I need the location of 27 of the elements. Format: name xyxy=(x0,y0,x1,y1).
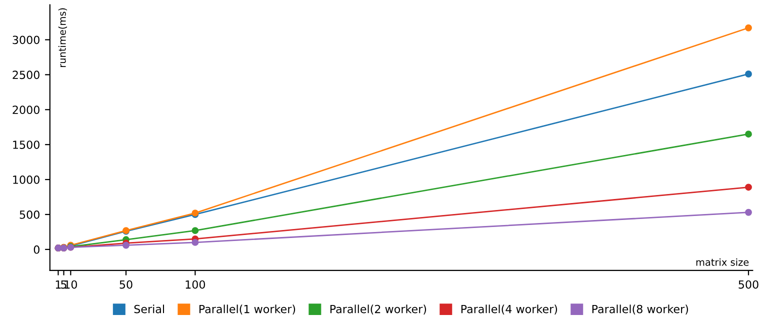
x-tick-label: 1 xyxy=(56,280,61,289)
point xyxy=(745,70,752,78)
y-tick-label: 2500 xyxy=(12,70,40,80)
legend-label: Parallel(1 worker) xyxy=(199,304,296,315)
point xyxy=(745,208,752,216)
x-axis-title: matrix size xyxy=(696,258,749,266)
y-tick-label: 1000 xyxy=(13,176,40,184)
y-tick-label: 3000 xyxy=(12,36,40,44)
y-tick-label: 2000 xyxy=(12,106,40,114)
point xyxy=(192,227,199,234)
point xyxy=(745,130,752,138)
x-tick-label: 50 xyxy=(120,280,132,289)
y-tick-label: 0 xyxy=(34,245,40,254)
y-axis-title: runtime(ms) xyxy=(58,8,68,67)
y-tick-label: 500 xyxy=(20,210,40,219)
x-tick-label: 10 xyxy=(64,280,77,289)
point xyxy=(192,238,199,246)
legend-label: Parallel(4 worker) xyxy=(461,304,558,315)
y-tick-label: 1500 xyxy=(13,140,40,149)
legend-label: Parallel(8 worker) xyxy=(592,304,688,315)
point xyxy=(745,184,752,191)
x-tick-label: 100 xyxy=(186,280,206,289)
legend-label: Serial xyxy=(134,304,164,314)
legend-label: Parallel(2 worker) xyxy=(330,304,426,315)
x-tick-label: 5 xyxy=(61,280,66,289)
x-tick-label: 500 xyxy=(738,280,758,289)
point xyxy=(745,24,752,32)
